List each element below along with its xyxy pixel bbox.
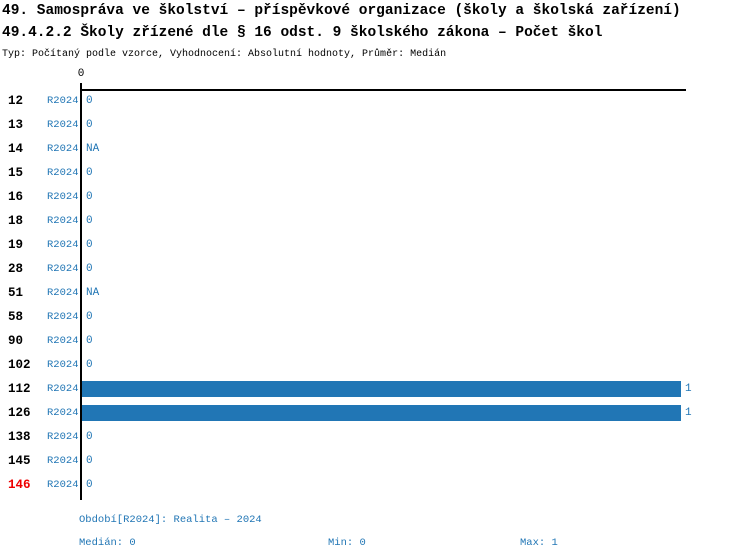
row-category-label: 28 (8, 262, 24, 276)
row-category-label: 146 (8, 478, 31, 492)
chart-row: 112 R2024 1 (0, 381, 750, 397)
row-category-label: 15 (8, 166, 24, 180)
chart-title-line1: 49. Samospráva ve školství – příspěvkové… (2, 3, 681, 19)
footer-max-label: Max: 1 (520, 537, 558, 549)
chart-row: 15 R2024 0 (0, 165, 750, 181)
row-value-label: 0 (86, 359, 93, 371)
chart-row: 14 R2024 NA (0, 141, 750, 157)
chart-row: 126 R2024 1 (0, 405, 750, 421)
row-category-label: 58 (8, 310, 24, 324)
row-value-label: 0 (86, 167, 93, 179)
row-period-label: R2024 (47, 215, 79, 227)
row-value-label: 0 (86, 215, 93, 227)
chart-row: 18 R2024 0 (0, 213, 750, 229)
y-axis-line (80, 83, 82, 500)
row-period-label: R2024 (47, 239, 79, 251)
row-category-label: 14 (8, 142, 24, 156)
row-period-label: R2024 (47, 119, 79, 131)
chart-row: 102 R2024 0 (0, 357, 750, 373)
row-value-label: NA (86, 287, 100, 299)
row-category-label: 19 (8, 238, 24, 252)
row-period-label: R2024 (47, 143, 79, 155)
row-value-label: 1 (685, 407, 692, 419)
chart-row: 28 R2024 0 (0, 261, 750, 277)
row-period-label: R2024 (47, 383, 79, 395)
footer-min-label: Min: 0 (328, 537, 366, 549)
x-axis-tick-label: 0 (77, 68, 85, 80)
row-value-label: 0 (86, 479, 93, 491)
row-period-label: R2024 (47, 431, 79, 443)
row-period-label: R2024 (47, 95, 79, 107)
footer-period-label: Období[R2024]: Realita – 2024 (79, 514, 262, 526)
chart-row: 90 R2024 0 (0, 333, 750, 349)
row-category-label: 12 (8, 94, 24, 108)
row-value-label: NA (86, 143, 100, 155)
footer-median-label: Medián: 0 (79, 537, 136, 549)
row-category-label: 102 (8, 358, 31, 372)
row-category-label: 90 (8, 334, 24, 348)
row-period-label: R2024 (47, 359, 79, 371)
row-value-label: 0 (86, 455, 93, 467)
row-category-label: 112 (8, 382, 31, 396)
chart-title-line2: 49.4.2.2 Školy zřízené dle § 16 odst. 9 … (2, 25, 603, 41)
row-period-label: R2024 (47, 335, 79, 347)
value-bar (82, 381, 681, 397)
row-value-label: 0 (86, 311, 93, 323)
chart-row: 13 R2024 0 (0, 117, 750, 133)
chart-row: 12 R2024 0 (0, 93, 750, 109)
row-period-label: R2024 (47, 191, 79, 203)
chart-row: 19 R2024 0 (0, 237, 750, 253)
chart-row: 16 R2024 0 (0, 189, 750, 205)
row-category-label: 126 (8, 406, 31, 420)
chart-subtitle: Typ: Počítaný podle vzorce, Vyhodnocení:… (2, 49, 447, 60)
value-bar (82, 405, 681, 421)
row-period-label: R2024 (47, 287, 79, 299)
row-period-label: R2024 (47, 311, 79, 323)
chart-row: 138 R2024 0 (0, 429, 750, 445)
row-period-label: R2024 (47, 263, 79, 275)
chart-row: 146 R2024 0 (0, 477, 750, 493)
row-value-label: 0 (86, 431, 93, 443)
chart-row: 58 R2024 0 (0, 309, 750, 325)
row-value-label: 0 (86, 119, 93, 131)
row-period-label: R2024 (47, 407, 79, 419)
row-value-label: 1 (685, 383, 692, 395)
row-value-label: 0 (86, 191, 93, 203)
row-period-label: R2024 (47, 455, 79, 467)
row-category-label: 13 (8, 118, 24, 132)
row-period-label: R2024 (47, 479, 79, 491)
row-value-label: 0 (86, 263, 93, 275)
row-category-label: 145 (8, 454, 31, 468)
row-value-label: 0 (86, 95, 93, 107)
row-category-label: 18 (8, 214, 24, 228)
chart-row: 145 R2024 0 (0, 453, 750, 469)
row-period-label: R2024 (47, 167, 79, 179)
row-category-label: 51 (8, 286, 24, 300)
chart-row: 51 R2024 NA (0, 285, 750, 301)
row-value-label: 0 (86, 239, 93, 251)
row-value-label: 0 (86, 335, 93, 347)
x-axis-line (81, 89, 686, 91)
row-category-label: 138 (8, 430, 31, 444)
row-category-label: 16 (8, 190, 24, 204)
